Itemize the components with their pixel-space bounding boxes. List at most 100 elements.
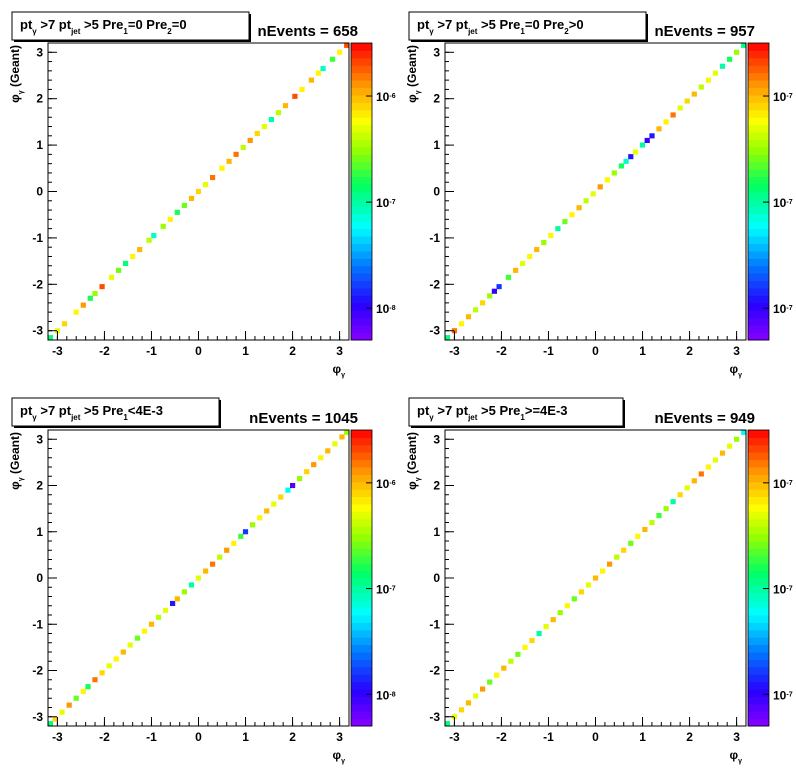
heatmap-cell	[320, 66, 326, 72]
palette-band	[351, 526, 372, 535]
heatmap-cell	[628, 154, 634, 160]
palette-band	[351, 607, 372, 616]
palette-band	[351, 570, 372, 579]
heatmap-cell	[61, 321, 68, 327]
heatmap-cell	[505, 274, 512, 280]
heatmap-cell	[188, 582, 195, 588]
heatmap-cell	[155, 614, 162, 620]
heatmap-cell	[644, 137, 650, 143]
heatmap-cell	[444, 335, 450, 341]
y-tick-label: 0	[36, 571, 43, 585]
palette-tick-label: 10-6	[376, 90, 396, 104]
palette-band	[351, 139, 372, 148]
palette-band	[351, 504, 372, 512]
palette-band	[748, 615, 769, 623]
heatmap-cell	[578, 589, 584, 595]
palette-band	[748, 302, 769, 311]
heatmap-cell	[233, 151, 239, 157]
heatmap-cell	[181, 202, 187, 208]
heatmap-cell	[113, 656, 119, 662]
heatmap-cell	[691, 478, 697, 484]
heatmap-cell	[137, 247, 143, 253]
palette-band	[351, 511, 372, 520]
palette-band	[351, 124, 372, 133]
heatmap-cell	[344, 42, 350, 48]
palette-band	[748, 132, 769, 140]
y-tick-label: -3	[32, 324, 43, 338]
palette-band	[351, 637, 372, 646]
palette-band	[351, 191, 372, 200]
heatmap-cell	[473, 693, 479, 699]
heatmap-cell	[160, 223, 166, 229]
heatmap-cell	[663, 506, 669, 512]
heatmap-cell	[527, 253, 533, 259]
title-box	[408, 11, 647, 41]
heatmap-cell	[590, 191, 596, 197]
palette-band	[351, 243, 372, 252]
heatmap-cell	[698, 84, 704, 90]
chart-title: ptγ >7 ptjet >5 Pre1=0 Pre2=0	[20, 17, 187, 36]
x-tick-label: 0	[195, 730, 202, 744]
palette-band	[351, 474, 372, 483]
palette-band	[351, 452, 372, 461]
heatmap-cell	[557, 610, 563, 616]
x-tick-label: -3	[52, 730, 63, 744]
heatmap-cell	[564, 603, 570, 609]
palette-band	[351, 302, 372, 311]
palette-band	[351, 489, 372, 498]
palette-tick-label: 10-8	[376, 302, 396, 316]
palette-band	[351, 146, 372, 155]
palette-band	[351, 696, 372, 705]
heatmap-cell	[611, 170, 617, 176]
palette-band	[748, 176, 769, 185]
palette-band	[748, 146, 769, 155]
palette-band	[351, 541, 372, 549]
heatmap-cell	[663, 119, 669, 125]
x-tick-label: 1	[639, 344, 646, 358]
palette-band	[748, 430, 769, 438]
palette-band	[351, 288, 372, 296]
palette-band	[748, 437, 769, 446]
heatmap-cell	[496, 284, 502, 290]
chart-panel-3: -3 -2 -1 0 1 2 3 -3 -2 -1 0 1 2 3 φγ φγ (Geant) 10-8 10-7…	[8, 397, 396, 765]
palette-band	[748, 703, 769, 712]
palette-band	[748, 555, 769, 564]
palette-band	[748, 109, 769, 118]
palette-band	[748, 295, 769, 304]
heatmap-cell	[290, 483, 296, 489]
heatmap-cell	[684, 98, 690, 104]
palette-band	[351, 57, 372, 66]
heatmap-cell	[247, 137, 253, 143]
n-events-label: nEvents = 658	[258, 23, 358, 40]
palette-band	[748, 459, 769, 468]
palette-band	[748, 622, 769, 631]
heatmap-cell	[271, 501, 277, 507]
y-tick-label: -3	[429, 710, 440, 724]
heatmap-cell	[571, 596, 577, 602]
heatmap-cell	[618, 163, 624, 169]
heatmap-cell	[727, 56, 733, 62]
palette-band	[351, 533, 372, 542]
palette-band	[351, 659, 372, 668]
palette-band	[748, 518, 769, 527]
heatmap-cell	[487, 679, 493, 685]
palette-band	[748, 467, 769, 475]
palette-band	[748, 666, 769, 675]
heatmap-cell	[337, 49, 343, 55]
palette-band	[351, 467, 372, 475]
x-tick-label: 3	[336, 730, 343, 744]
palette-band	[748, 563, 769, 572]
palette-band	[351, 161, 372, 170]
n-events-label: nEvents = 957	[655, 23, 755, 40]
x-tick-label: -1	[543, 730, 554, 744]
heatmap-cell	[127, 642, 133, 648]
palette-band	[748, 80, 769, 88]
x-tick-label: 1	[242, 730, 249, 744]
heatmap-cell	[597, 184, 603, 190]
heatmap-cell	[607, 561, 613, 567]
heatmap-cell	[698, 471, 704, 477]
heatmap-cell	[203, 568, 209, 574]
heatmap-cell	[555, 226, 561, 232]
heatmap-cell	[231, 540, 237, 546]
heatmap-cell	[167, 216, 173, 222]
